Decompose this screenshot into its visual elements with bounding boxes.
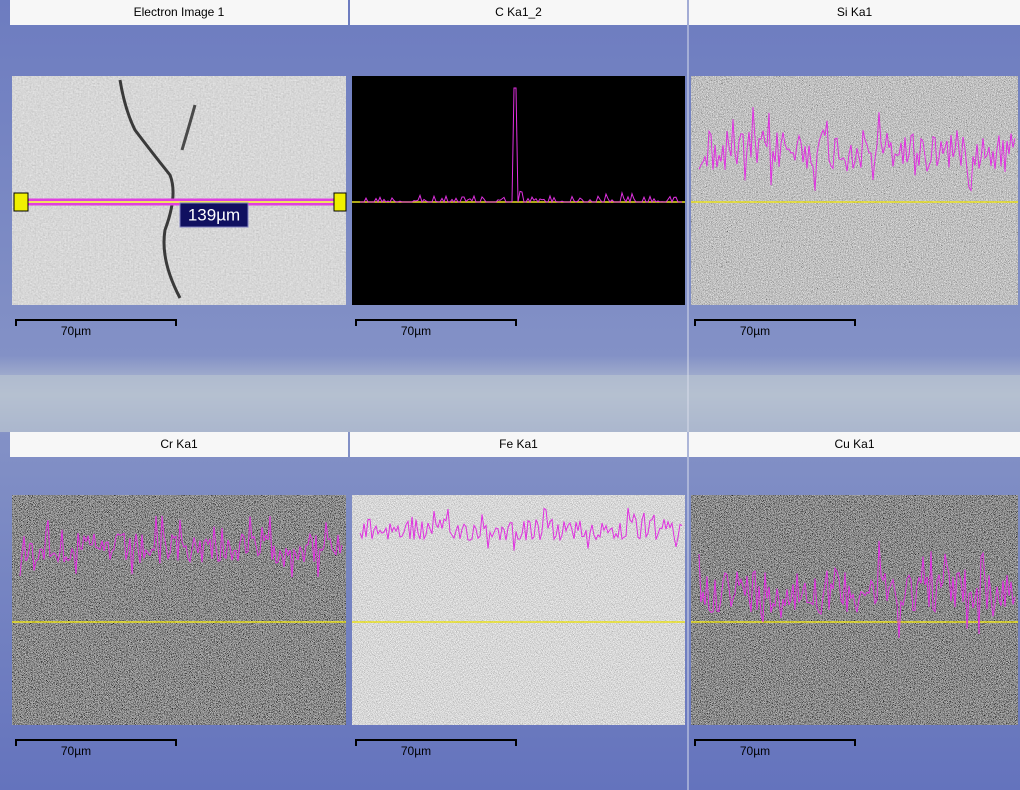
panel-title: Si Ka1 [837, 5, 873, 19]
length-label: 139µm [188, 205, 240, 224]
map-noise [691, 76, 1018, 305]
scale-label: 70µm [61, 324, 91, 338]
scale-label: 70µm [401, 744, 431, 758]
panel-title: Fe Ka1 [499, 437, 538, 451]
scale-label: 70µm [401, 324, 431, 338]
scale-label: 70µm [740, 744, 770, 758]
eds-window: Electron Image 1 139µm 70µm C Ka1_2 70µm Si K… [0, 0, 1020, 790]
map-noise [691, 495, 1018, 725]
scale-label: 70µm [61, 744, 91, 758]
panel-title: C Ka1_2 [495, 5, 542, 19]
map-image [352, 76, 685, 305]
panel-title: Cr Ka1 [160, 437, 198, 451]
map-noise [12, 495, 346, 725]
separator-band [0, 375, 1020, 432]
electron-image [12, 76, 346, 305]
scan-handle [14, 193, 28, 211]
scale-label: 70µm [740, 324, 770, 338]
panel-title: Electron Image 1 [134, 5, 225, 19]
panel-title: Cu Ka1 [834, 437, 874, 451]
scan-handle [334, 193, 346, 211]
map-noise [352, 495, 685, 725]
